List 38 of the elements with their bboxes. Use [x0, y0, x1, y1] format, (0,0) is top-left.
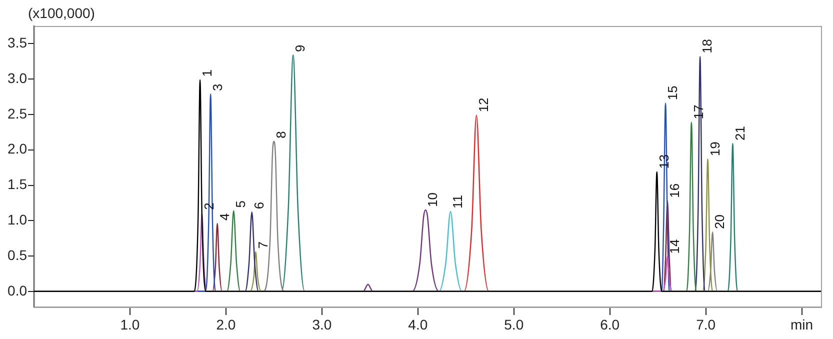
x-tick-label: 2.0 — [216, 316, 236, 332]
annotation: 10 — [425, 192, 440, 208]
annotation: 6 — [251, 202, 266, 210]
y-tick-label: 3.5 — [8, 34, 28, 51]
x-tick-label: 4.0 — [408, 316, 428, 332]
annotation: 8 — [274, 131, 289, 138]
x-tick-label: 1.0 — [120, 316, 140, 332]
y-axis-title: (x100,000) — [28, 4, 95, 21]
annotation: 3 — [210, 84, 226, 91]
annotation: 12 — [476, 98, 492, 112]
annotation: 1 — [200, 70, 215, 77]
x-tick-label: 3.0 — [312, 316, 332, 332]
annotation: 20 — [712, 214, 728, 229]
x-tick-label: min — [790, 316, 814, 332]
annotation: 4 — [216, 213, 232, 220]
y-tick-label: 1.0 — [8, 212, 28, 228]
y-tick-label: 0.0 — [8, 282, 28, 298]
annotation: 19 — [707, 142, 722, 156]
annotation: 13 — [656, 154, 672, 169]
y-tick-label: 2.5 — [8, 105, 28, 122]
annotation: 7 — [255, 242, 270, 249]
annotation: 11 — [450, 194, 466, 208]
annotation: 15 — [665, 86, 680, 100]
x-tick-label: 6.0 — [600, 316, 620, 332]
y-tick-label: 3.0 — [8, 70, 28, 86]
x-tick-label: 7.0 — [696, 316, 716, 332]
annotation: 18 — [700, 38, 715, 54]
y-tick-label: 1.5 — [8, 176, 28, 192]
annotation: 17 — [691, 104, 706, 120]
annotation: 16 — [667, 183, 682, 198]
annotation: 14 — [667, 239, 682, 254]
y-tick-label: 0.5 — [8, 246, 28, 263]
annotation: 9 — [292, 44, 308, 52]
annotation: 2 — [202, 202, 217, 210]
annotation: 5 — [233, 200, 248, 208]
x-tick-label: 5.0 — [504, 316, 524, 332]
y-tick-label: 2.0 — [8, 140, 28, 157]
annotation: 21 — [732, 126, 748, 140]
